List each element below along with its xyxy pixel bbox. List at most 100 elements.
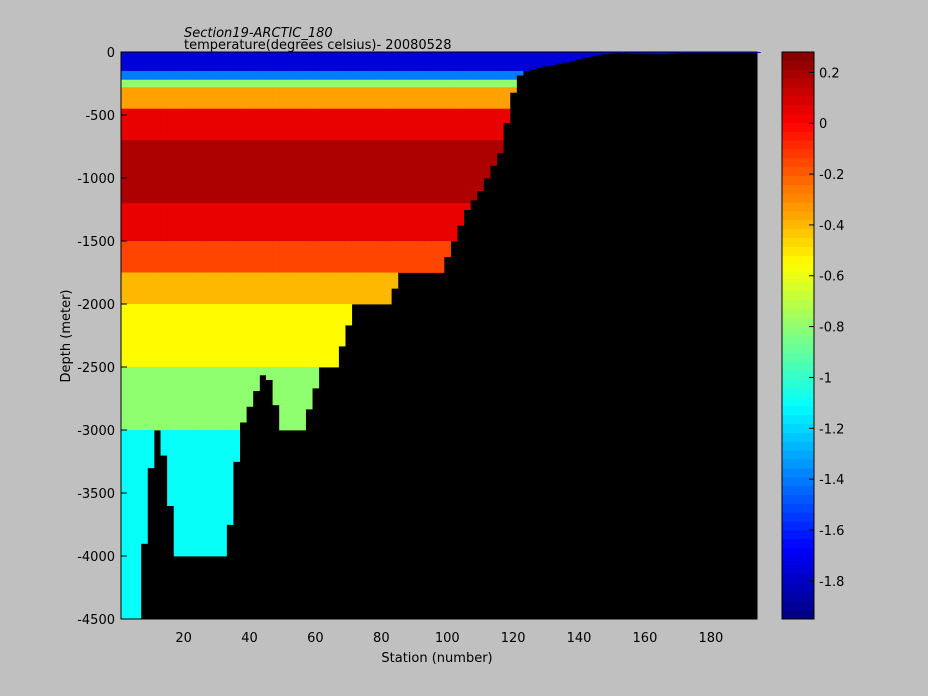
temperature-cell	[364, 241, 372, 273]
y-tick-label: 0	[107, 46, 115, 61]
temperature-cell	[318, 52, 326, 72]
temperature-cell	[219, 140, 227, 204]
temperature-cell	[364, 203, 372, 242]
temperature-cell	[384, 70, 392, 81]
temperature-cell	[397, 108, 405, 141]
temperature-cell	[233, 87, 241, 110]
temperature-cell	[312, 203, 320, 242]
temperature-cell	[555, 52, 563, 64]
colorbar-segment	[782, 574, 814, 584]
temperature-cell	[312, 272, 320, 305]
temperature-cell	[160, 430, 168, 456]
y-tick-label: -4000	[77, 550, 115, 565]
temperature-cell	[127, 304, 135, 368]
temperature-cell	[219, 430, 227, 557]
temperature-cell	[424, 79, 432, 88]
temperature-cell	[173, 52, 181, 72]
temperature-cell	[523, 52, 531, 72]
temperature-cell	[180, 52, 188, 72]
temperature-cell	[305, 272, 313, 305]
temperature-cell	[153, 241, 161, 273]
temperature-cell	[193, 79, 201, 88]
temperature-cell	[470, 108, 478, 141]
temperature-cell	[160, 52, 168, 72]
colorbar-segment	[782, 246, 814, 257]
temperature-cell	[153, 87, 161, 110]
temperature-cell	[147, 79, 155, 88]
temperature-cell	[265, 241, 273, 273]
temperature-cell	[272, 140, 280, 204]
temperature-cell	[496, 108, 504, 141]
temperature-cell	[265, 272, 273, 305]
temperature-cell	[219, 241, 227, 273]
temperature-cell	[180, 203, 188, 242]
temperature-cell	[325, 203, 333, 242]
temperature-cell	[265, 108, 273, 141]
temperature-cell	[483, 79, 491, 88]
temperature-cell	[404, 79, 412, 88]
temperature-cell	[121, 70, 128, 81]
temperature-cell	[384, 203, 392, 242]
temperature-cell	[364, 140, 372, 204]
temperature-cell	[127, 108, 135, 141]
temperature-cell	[345, 87, 353, 110]
temperature-cell	[140, 304, 148, 368]
colorbar-segment	[782, 52, 814, 62]
temperature-cell	[160, 241, 168, 273]
colorbar-gradient	[782, 52, 814, 620]
temperature-cell	[186, 70, 194, 81]
temperature-cell	[167, 367, 175, 431]
temperature-cell	[252, 272, 260, 305]
temperature-cell	[173, 272, 181, 305]
temperature-cell	[239, 272, 247, 305]
temperature-cell	[173, 304, 181, 368]
temperature-cell	[134, 79, 142, 88]
temperature-cell	[213, 367, 221, 431]
temperature-cell	[213, 79, 221, 88]
temperature-cell	[463, 87, 471, 110]
temperature-cell	[345, 203, 353, 242]
temperature-cell	[391, 203, 399, 242]
temperature-cell	[213, 87, 221, 110]
temperature-cell	[153, 108, 161, 141]
temperature-cell	[443, 140, 451, 204]
temperature-cell	[279, 70, 287, 81]
temperature-cell	[127, 241, 135, 273]
temperature-cell	[246, 304, 254, 368]
temperature-cell	[153, 367, 161, 431]
temperature-cell	[265, 52, 273, 72]
temperature-cell	[180, 241, 188, 273]
temperature-cell	[437, 108, 445, 141]
temperature-cell	[121, 304, 128, 368]
temperature-cell	[134, 241, 142, 273]
colorbar-segment	[782, 122, 814, 133]
temperature-cell	[490, 87, 498, 110]
temperature-cell	[239, 140, 247, 204]
temperature-cell	[292, 52, 300, 72]
colorbar-segment	[782, 60, 814, 71]
colorbar-segment	[782, 140, 814, 150]
temperature-cell	[305, 52, 313, 72]
temperature-cell	[239, 87, 247, 110]
temperature-cell	[206, 79, 214, 88]
temperature-cell	[121, 108, 128, 141]
colorbar-segment	[782, 548, 814, 558]
temperature-cell	[509, 52, 517, 72]
temperature-cell	[371, 203, 379, 242]
plot-frame	[120, 51, 758, 620]
temperature-cell	[371, 79, 379, 88]
temperature-cell	[121, 272, 128, 305]
temperature-cell	[153, 304, 161, 368]
temperature-cell	[206, 304, 214, 368]
temperature-cell	[351, 87, 359, 110]
temperature-cell	[325, 108, 333, 141]
temperature-cell	[200, 272, 208, 305]
temperature-cell	[410, 70, 418, 81]
colorbar-segment	[782, 583, 814, 593]
temperature-cell	[219, 304, 227, 368]
temperature-cell	[259, 70, 267, 81]
temperature-cell	[351, 79, 359, 88]
temperature-cell	[404, 108, 412, 141]
colorbar-segment	[782, 424, 814, 434]
colorbar-segment	[782, 282, 814, 292]
